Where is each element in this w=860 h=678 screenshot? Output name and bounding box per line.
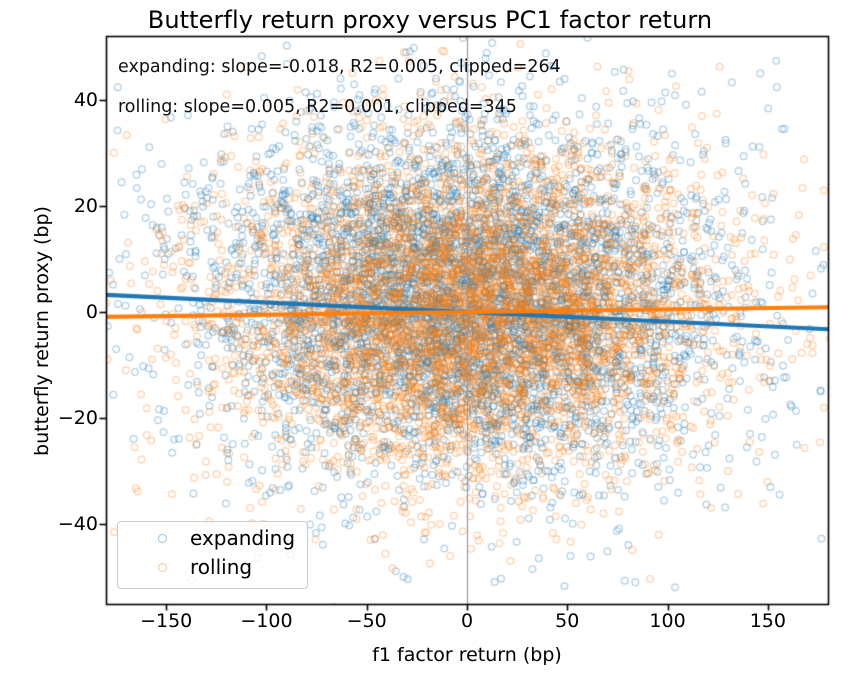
scatter-plot-canvas <box>0 0 860 678</box>
chart-figure: Butterfly return proxy versus PC1 factor… <box>0 0 860 678</box>
